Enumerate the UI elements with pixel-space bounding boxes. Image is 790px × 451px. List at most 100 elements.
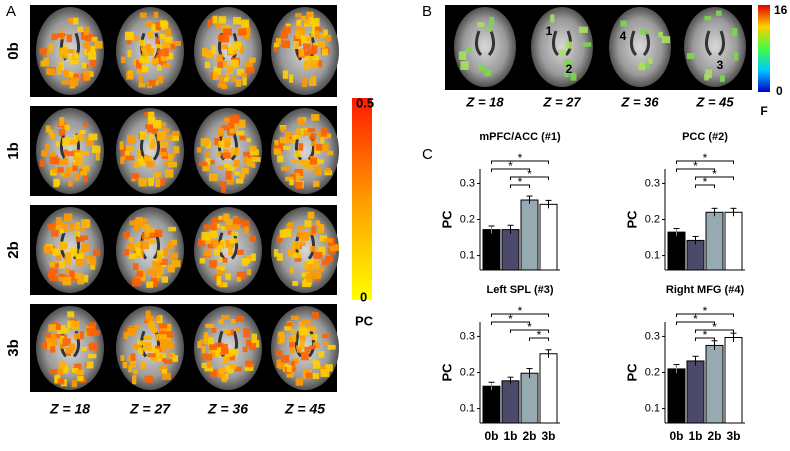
activation-blob <box>157 75 164 84</box>
activation-blob <box>240 173 246 178</box>
activation-blob <box>58 367 64 376</box>
activation-blob <box>251 157 261 162</box>
activation-blob <box>224 224 232 230</box>
activation-blob <box>228 121 235 129</box>
activation-blob <box>84 30 89 36</box>
pc-colorbar <box>352 98 372 300</box>
activation-blob <box>83 175 88 183</box>
activation-blob <box>276 359 281 368</box>
bar <box>520 372 539 424</box>
chart-title: Left SPL (#3) <box>486 284 553 296</box>
activation-blob <box>289 179 294 186</box>
y-tick-label: 0.1 <box>645 249 660 261</box>
activation-blob <box>231 231 239 237</box>
activation-blob <box>159 33 166 40</box>
activation-blob <box>165 28 172 37</box>
activation-blob <box>138 57 145 64</box>
activation-blob <box>304 50 310 59</box>
activation-blob <box>58 273 66 279</box>
activation-blob <box>126 243 135 251</box>
activation-blob <box>49 262 58 267</box>
activation-blob <box>489 16 495 26</box>
activation-blob <box>73 17 79 25</box>
activation-blob <box>295 172 301 182</box>
activation-blob <box>141 240 150 250</box>
activation-blob <box>39 159 45 167</box>
activation-blob <box>59 117 65 127</box>
activation-blob <box>61 80 69 85</box>
activation-blob <box>249 145 257 152</box>
activation-blob <box>146 20 153 28</box>
x-tick-label: 0b <box>484 429 498 443</box>
activation-blob <box>225 219 235 227</box>
activation-blob <box>61 224 68 233</box>
activation-blob <box>292 358 300 364</box>
bar <box>501 380 520 424</box>
error-bar <box>730 207 737 217</box>
activation-blob <box>233 160 240 168</box>
significance-star: * <box>508 312 513 326</box>
activation-blob <box>311 24 317 34</box>
activation-blob <box>313 259 319 265</box>
activation-blob <box>245 360 253 368</box>
activation-blob <box>73 134 79 143</box>
activation-blob <box>52 167 58 174</box>
activation-blob <box>138 82 146 88</box>
activation-blob <box>309 79 317 86</box>
activation-blob <box>243 23 250 32</box>
activation-blob <box>292 280 298 286</box>
activation-blob <box>224 365 232 371</box>
activation-blob <box>231 220 241 230</box>
activation-blob <box>59 228 65 234</box>
activation-blob <box>221 124 228 131</box>
error-bar <box>673 228 680 236</box>
activation-blob <box>225 73 230 79</box>
activation-blob <box>75 222 81 229</box>
activation-blob <box>49 155 58 165</box>
activation-blob <box>140 361 146 370</box>
activation-blob <box>87 353 97 359</box>
activation-blob <box>218 165 225 170</box>
activation-blob <box>229 45 238 55</box>
significance-bracket <box>695 337 715 341</box>
activation-blob <box>280 166 289 171</box>
activation-blob <box>120 146 126 156</box>
activation-blob <box>239 46 245 54</box>
activation-blob <box>222 152 232 159</box>
activation-blob <box>45 49 50 55</box>
activation-blob <box>80 219 89 229</box>
activation-blob <box>139 39 145 47</box>
activation-blob <box>323 29 328 36</box>
activation-blob <box>217 128 225 137</box>
activation-blob <box>56 256 62 261</box>
activation-blob <box>59 242 68 249</box>
significance-bracket <box>695 176 734 180</box>
activation-blob <box>52 248 61 256</box>
activation-blob <box>246 339 252 347</box>
activation-blob <box>49 368 58 374</box>
activation-blob <box>163 248 168 257</box>
activation-blob <box>146 48 154 56</box>
activation-blob <box>64 256 72 265</box>
activation-blob <box>207 241 215 249</box>
activation-blob <box>86 259 93 264</box>
y-axis-label: PC <box>624 363 639 382</box>
y-tick-label: 0.1 <box>645 402 660 414</box>
activation-blob <box>75 369 84 376</box>
activation-blob <box>326 150 334 156</box>
activation-blob <box>51 33 58 41</box>
activation-blob <box>202 47 207 57</box>
activation-blob <box>159 325 168 332</box>
activation-blob <box>168 153 173 161</box>
activation-blob <box>295 128 302 138</box>
activation-blob <box>161 369 168 374</box>
brain-slice <box>36 108 104 194</box>
region-label: 4 <box>620 29 627 43</box>
activation-blob <box>74 173 79 181</box>
activation-blob <box>315 220 320 226</box>
brain-slice <box>271 108 339 194</box>
activation-blob <box>233 217 241 225</box>
activation-blob <box>205 323 214 328</box>
brain-slice <box>194 7 262 95</box>
activation-blob <box>164 359 173 365</box>
